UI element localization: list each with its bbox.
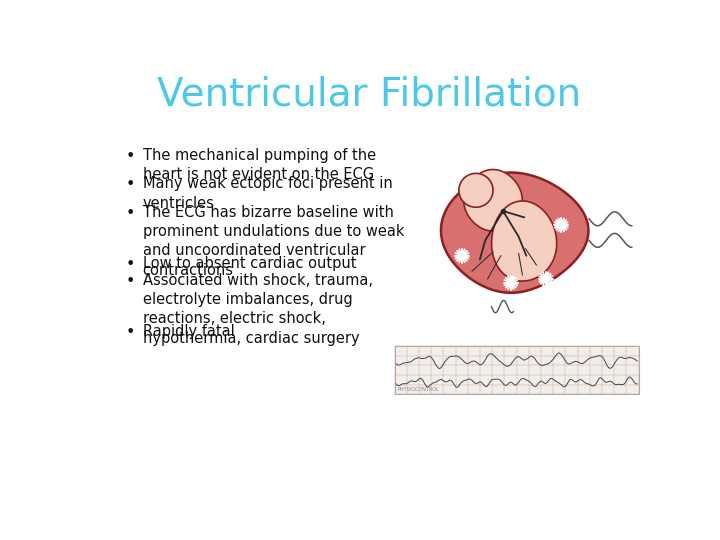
Text: •: • [125, 274, 135, 289]
Polygon shape [459, 173, 493, 207]
Polygon shape [441, 172, 588, 293]
Text: •: • [125, 256, 135, 272]
Text: •: • [125, 177, 135, 192]
FancyBboxPatch shape [395, 346, 639, 394]
Text: The mechanical pumping of the
heart is not evident on the ECG: The mechanical pumping of the heart is n… [143, 148, 376, 182]
Text: The ECG has bizarre baseline with
prominent undulations due to weak
and uncoordi: The ECG has bizarre baseline with promin… [143, 205, 404, 278]
Polygon shape [464, 170, 522, 231]
Text: Many weak ectopic foci present in
ventricles: Many weak ectopic foci present in ventri… [143, 177, 392, 211]
Text: •: • [125, 325, 135, 340]
Text: Rapidly fatal: Rapidly fatal [143, 324, 235, 339]
Text: Low to absent cardiac output: Low to absent cardiac output [143, 256, 356, 271]
Polygon shape [492, 201, 557, 281]
Text: •: • [125, 148, 135, 164]
Text: PHYSIOCONTROL: PHYSIOCONTROL [397, 387, 439, 392]
Text: Associated with shock, trauma,
electrolyte imbalances, drug
reactions, electric : Associated with shock, trauma, electroly… [143, 273, 373, 346]
Text: •: • [125, 206, 135, 221]
Text: Ventricular Fibrillation: Ventricular Fibrillation [157, 75, 581, 113]
